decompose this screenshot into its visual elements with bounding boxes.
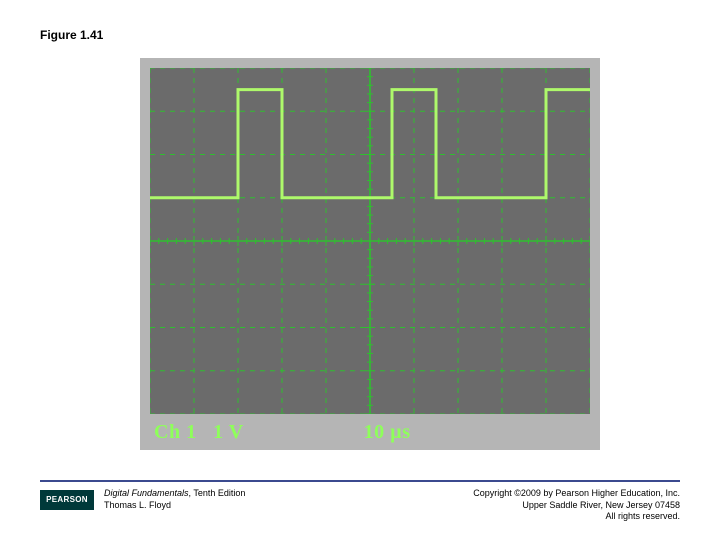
readout-timebase: 10 µs: [364, 421, 411, 444]
oscilloscope-readout: Ch 1 1 V 10 µs: [154, 420, 586, 444]
book-author: Thomas L. Floyd: [104, 500, 245, 511]
readout-channel: Ch 1: [154, 421, 197, 443]
book-title-line: Digital Fundamentals, Tenth Edition: [104, 488, 245, 499]
oscilloscope-screen: [150, 68, 590, 414]
book-info: Digital Fundamentals, Tenth Edition Thom…: [104, 488, 245, 511]
footer-right: Copyright ©2009 by Pearson Higher Educat…: [473, 488, 680, 522]
oscilloscope-svg: [150, 68, 590, 414]
oscilloscope-frame: Ch 1 1 V 10 µs: [140, 58, 600, 450]
copyright-line-2: Upper Saddle River, New Jersey 07458: [473, 500, 680, 511]
book-title: Digital Fundamentals: [104, 488, 189, 498]
page-footer: PEARSON Digital Fundamentals, Tenth Edit…: [40, 480, 680, 522]
pearson-logo: PEARSON: [40, 490, 94, 510]
copyright-line-3: All rights reserved.: [473, 511, 680, 522]
readout-channel-volts: Ch 1 1 V: [154, 421, 244, 444]
copyright-line-1: Copyright ©2009 by Pearson Higher Educat…: [473, 488, 680, 499]
figure-title: Figure 1.41: [40, 28, 103, 42]
footer-left: PEARSON Digital Fundamentals, Tenth Edit…: [40, 488, 245, 511]
book-edition: , Tenth Edition: [189, 488, 246, 498]
readout-volts: 1 V: [213, 421, 244, 443]
